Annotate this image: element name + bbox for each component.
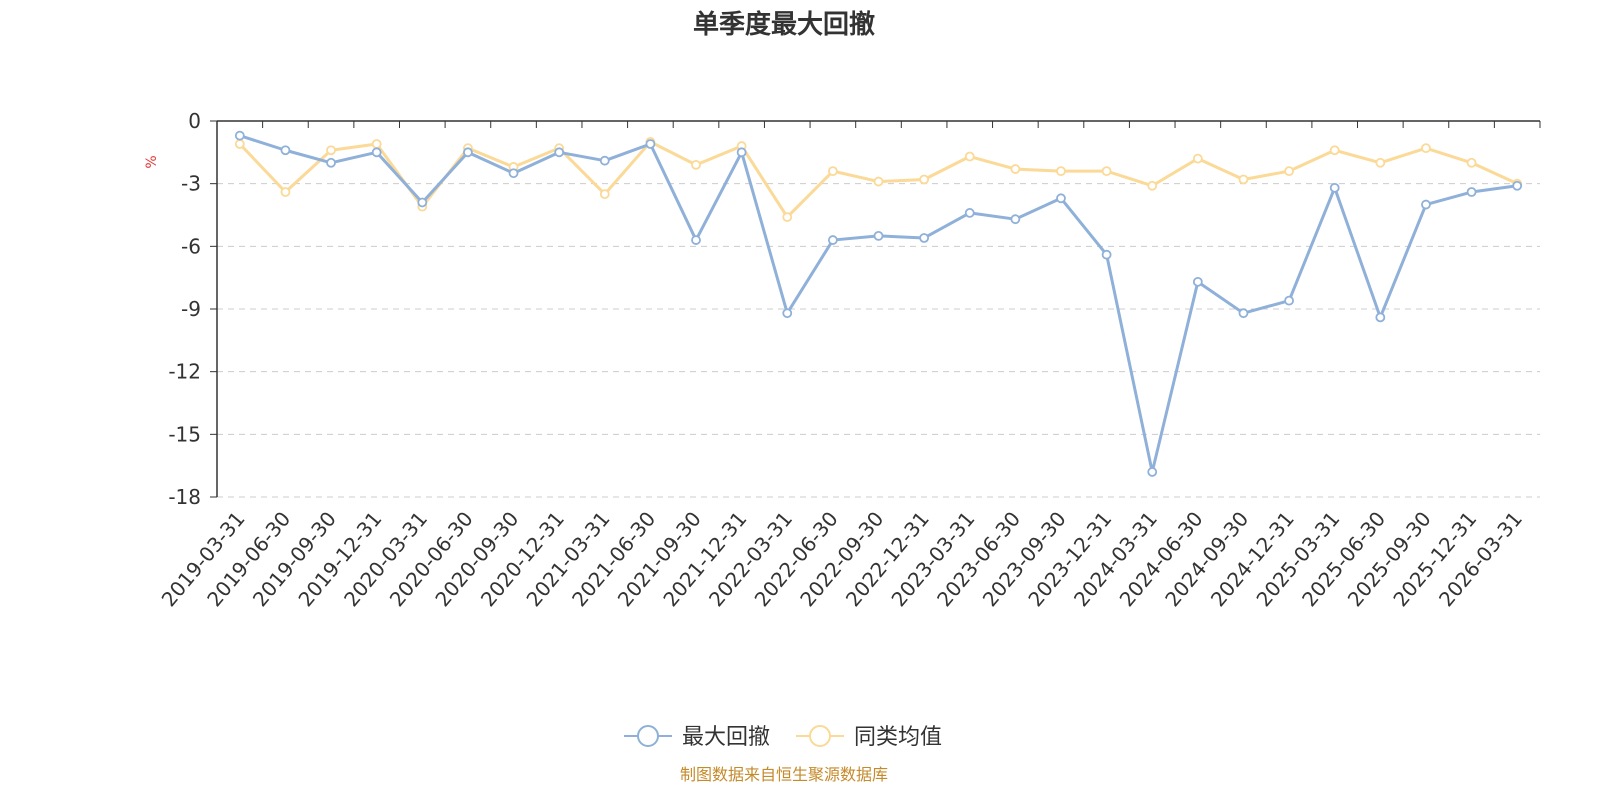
data-point[interactable] [1421, 199, 1431, 210]
data-point[interactable] [873, 230, 884, 241]
y-tick-label: -6 [181, 234, 201, 258]
data-point[interactable] [1375, 157, 1386, 168]
y-tick-label: -9 [181, 297, 201, 321]
data-point[interactable] [827, 166, 838, 177]
data-point[interactable] [827, 235, 838, 245]
data-point[interactable] [1466, 187, 1477, 197]
data-point[interactable] [234, 139, 245, 149]
grid-lines [217, 183, 1540, 498]
data-point[interactable] [873, 176, 884, 187]
legend-marker-icon [809, 725, 831, 747]
series-1 [234, 136, 1523, 222]
data-point[interactable] [1056, 166, 1066, 177]
data-point[interactable] [599, 189, 610, 200]
data-point[interactable] [1192, 153, 1203, 164]
data-point[interactable] [1284, 295, 1294, 306]
data-point[interactable] [463, 147, 473, 158]
data-point[interactable] [691, 159, 701, 170]
series-lines [234, 130, 1523, 477]
axes: 0-3-6-9-12-15-182019-03-312019-06-302019… [157, 109, 1541, 611]
data-point[interactable] [964, 208, 975, 218]
data-point[interactable] [280, 145, 291, 156]
data-point[interactable] [736, 147, 747, 158]
data-point[interactable] [691, 235, 701, 245]
data-point[interactable] [1375, 312, 1386, 323]
y-tick-label: -15 [168, 422, 201, 446]
data-point[interactable] [1238, 308, 1249, 319]
data-point[interactable] [964, 151, 975, 162]
data-point[interactable] [1238, 174, 1249, 185]
data-point[interactable] [919, 233, 930, 243]
legend[interactable]: 最大回撤 同类均值 [624, 725, 942, 750]
y-tick-label: -18 [168, 485, 201, 509]
y-tick-label: -3 [181, 172, 201, 196]
data-point[interactable] [1147, 180, 1158, 191]
data-point[interactable] [1147, 467, 1158, 477]
data-point[interactable] [371, 147, 382, 158]
data-point[interactable] [782, 212, 793, 222]
data-point[interactable] [280, 187, 291, 197]
data-point[interactable] [599, 155, 610, 166]
y-axis-unit-label: % [144, 155, 160, 168]
y-tick-label: -12 [168, 360, 201, 384]
data-point[interactable] [326, 145, 336, 156]
data-point[interactable] [417, 197, 428, 208]
data-point[interactable] [1512, 180, 1523, 191]
legend-marker-icon [637, 725, 659, 747]
data-point[interactable] [1421, 143, 1431, 154]
data-point[interactable] [1101, 166, 1112, 177]
data-point[interactable] [645, 139, 656, 149]
data-point[interactable] [371, 139, 382, 149]
data-source-note: 制图数据来自恒生聚源数据库 [680, 765, 888, 784]
legend-item-1[interactable]: 同类均值 [796, 725, 942, 750]
series-0 [234, 130, 1523, 477]
data-point[interactable] [782, 308, 793, 319]
y-tick-label: 0 [188, 109, 201, 133]
data-point[interactable] [1010, 214, 1021, 225]
data-point[interactable] [1101, 249, 1112, 260]
data-point[interactable] [1466, 157, 1477, 168]
data-point[interactable] [554, 147, 565, 158]
legend-label: 同类均值 [854, 725, 942, 750]
data-point[interactable] [1192, 276, 1203, 287]
data-point[interactable] [234, 130, 245, 141]
data-point[interactable] [1010, 164, 1021, 174]
data-point[interactable] [919, 174, 930, 185]
data-point[interactable] [326, 157, 336, 168]
legend-label: 最大回撤 [682, 725, 770, 750]
data-point[interactable] [508, 168, 519, 179]
data-point[interactable] [1329, 145, 1340, 156]
chart-title: 单季度最大回撤 [693, 9, 875, 40]
data-point[interactable] [1056, 193, 1066, 204]
data-point[interactable] [1284, 166, 1294, 177]
data-point[interactable] [1329, 182, 1340, 193]
legend-item-0[interactable]: 最大回撤 [624, 725, 770, 750]
